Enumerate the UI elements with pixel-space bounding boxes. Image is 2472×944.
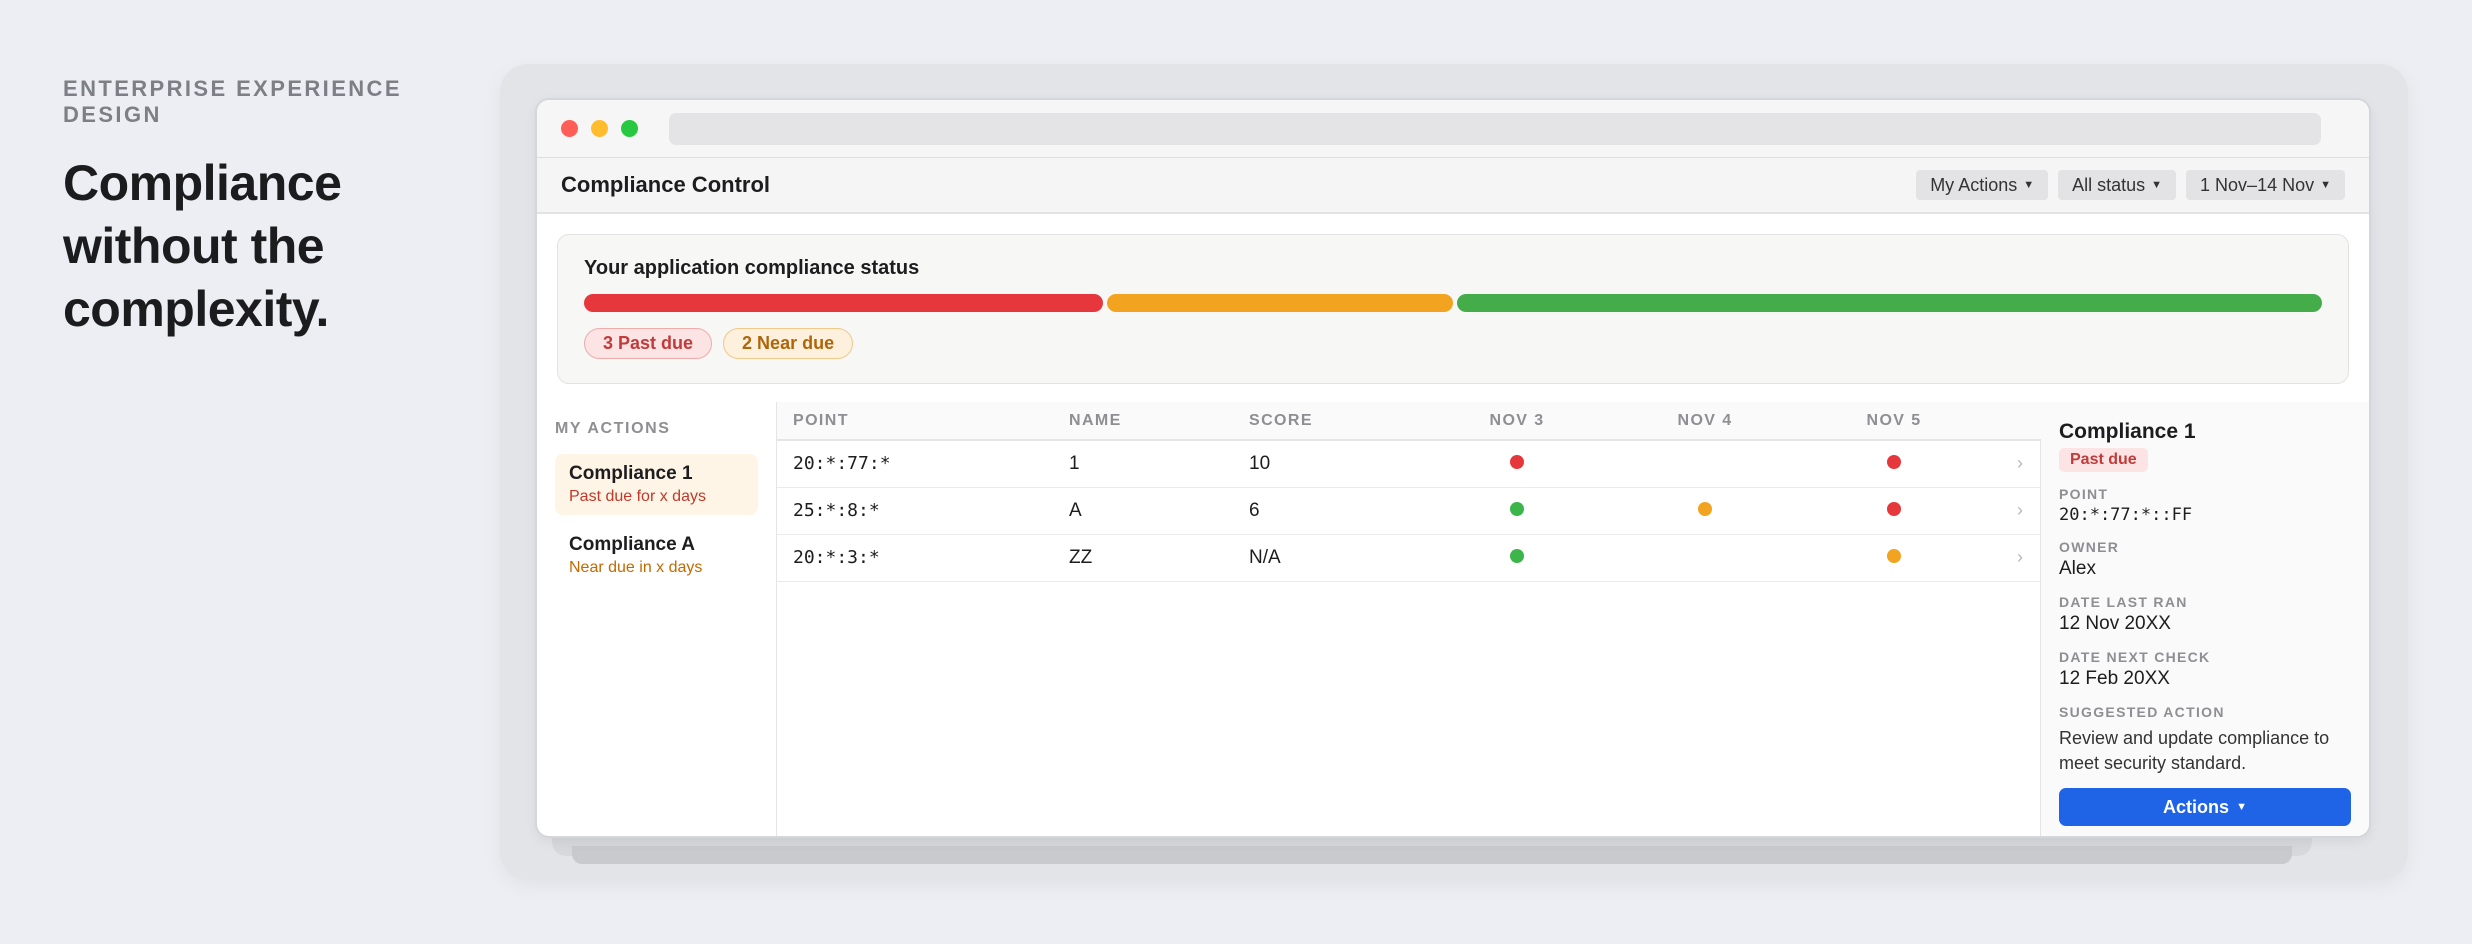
filter-bar: My Actions ▼ All status ▼ 1 Nov–14 Nov ▼ [1916, 170, 2345, 200]
app-window: Compliance Control My Actions ▼ All stat… [537, 100, 2369, 836]
cell-score: 10 [1233, 440, 1423, 488]
status-dot-red [1510, 454, 1524, 469]
sidebar-item-subtitle: Near due in x days [569, 559, 703, 576]
details-value-owner: Alex [2059, 558, 2096, 579]
details-label-last-ran: DATE LAST RAN [2059, 594, 2188, 610]
hero-headline: Compliance without the complexity. [63, 155, 342, 337]
cell-day-status [1423, 534, 1611, 582]
filter-label: All status [2072, 174, 2146, 195]
status-dot-green [1510, 548, 1524, 563]
table-header-row: POINT NAME SCORE NOV 3 NOV 4 NOV 5 [777, 402, 2041, 441]
cell-day-status [1799, 440, 1989, 488]
details-panel: Compliance 1 Past due POINT 20:*:77:*::F… [2041, 402, 2369, 836]
column-header-score[interactable]: SCORE [1233, 402, 1423, 441]
chevron-right-icon[interactable]: › [1989, 487, 2041, 535]
cell-day-status [1799, 487, 1989, 535]
details-value-next-check: 12 Feb 20XX [2059, 668, 2170, 689]
details-status-badge: Past due [2059, 448, 2148, 472]
cell-point: 20:*:3:* [777, 534, 1053, 582]
column-header-name[interactable]: NAME [1053, 402, 1233, 441]
address-bar[interactable] [669, 112, 2321, 145]
hero-section: ENTERPRISE EXPERIENCE DESIGN Compliance … [63, 76, 423, 341]
hero-eyebrow: ENTERPRISE EXPERIENCE DESIGN [63, 76, 402, 127]
filter-label: 1 Nov–14 Nov [2200, 174, 2315, 195]
compliance-table-area: POINT NAME SCORE NOV 3 NOV 4 NOV 5 20:*:… [777, 402, 2041, 836]
cell-name: ZZ [1053, 534, 1233, 582]
details-value-last-ran: 12 Nov 20XX [2059, 613, 2171, 634]
cell-score: 6 [1233, 487, 1423, 535]
details-label-owner: OWNER [2059, 539, 2120, 555]
close-window-button[interactable] [561, 120, 578, 137]
app-header: Compliance Control My Actions ▼ All stat… [537, 158, 2369, 214]
caret-down-icon: ▼ [2236, 801, 2247, 813]
details-title: Compliance 1 [2059, 420, 2196, 443]
filter-label: My Actions [1930, 174, 2018, 195]
status-dot-red [1887, 454, 1901, 469]
details-label-point: POINT [2059, 486, 2109, 502]
status-dot-orange [1887, 548, 1901, 563]
details-suggested-action-text: Review and update compliance to meet sec… [2059, 728, 2330, 773]
caret-down-icon: ▼ [2320, 179, 2331, 191]
actions-button[interactable]: Actions ▼ [2059, 788, 2351, 826]
filter-status[interactable]: All status ▼ [2058, 170, 2177, 200]
caret-down-icon: ▼ [2151, 179, 2163, 191]
table-row[interactable]: 20:*:77:* 1 10 › [777, 440, 2041, 488]
chevron-right-icon[interactable]: › [1989, 440, 2041, 488]
column-header-blank [1989, 402, 2041, 441]
compliance-status-card: Your application compliance status 3 Pas… [557, 234, 2349, 384]
column-header-nov-4[interactable]: NOV 4 [1611, 402, 1799, 441]
details-label-next-check: DATE NEXT CHECK [2059, 649, 2211, 665]
status-title: Your application compliance status [584, 257, 920, 279]
status-dot-green [1510, 501, 1524, 516]
maximize-window-button[interactable] [621, 120, 638, 137]
cell-score: N/A [1233, 534, 1423, 582]
cell-point: 20:*:77:* [777, 440, 1053, 488]
caret-down-icon: ▼ [2023, 179, 2035, 191]
actions-button-label: Actions [2163, 796, 2230, 817]
status-progress-bar [584, 294, 2322, 312]
column-header-nov-5[interactable]: NOV 5 [1799, 402, 1989, 441]
progress-segment-0 [584, 294, 1103, 312]
filter-date-range[interactable]: 1 Nov–14 Nov ▼ [2186, 170, 2345, 200]
cell-day-status [1423, 487, 1611, 535]
chevron-right-icon[interactable]: › [1989, 534, 2041, 582]
details-value-point: 20:*:77:*::FF [2059, 505, 2193, 525]
sidebar-title: MY ACTIONS [555, 420, 671, 437]
main-body: MY ACTIONS Compliance 1 Past due for x d… [537, 402, 2369, 836]
table-row[interactable]: 25:*:8:* A 6 › [777, 487, 2041, 535]
cell-name: A [1053, 487, 1233, 535]
cell-point: 25:*:8:* [777, 487, 1053, 535]
cell-day-status [1611, 534, 1799, 582]
window-titlebar [537, 100, 2369, 158]
sidebar-item-name: Compliance A [569, 534, 695, 555]
compliance-table: POINT NAME SCORE NOV 3 NOV 4 NOV 5 20:*:… [777, 402, 2041, 582]
cell-day-status [1611, 487, 1799, 535]
cell-day-status [1799, 534, 1989, 582]
filter-my-actions[interactable]: My Actions ▼ [1916, 170, 2049, 200]
cell-name: 1 [1053, 440, 1233, 488]
progress-segment-1 [1107, 294, 1453, 312]
details-label-suggested-action: SUGGESTED ACTION [2059, 704, 2225, 720]
sidebar-item-subtitle: Past due for x days [569, 488, 706, 505]
cell-day-status [1423, 440, 1611, 488]
status-dot-orange [1698, 501, 1712, 516]
sidebar-item-compliance-1[interactable]: Compliance 1 Past due for x days [555, 454, 758, 515]
near-due-badge[interactable]: 2 Near due [723, 328, 854, 359]
sidebar-item-compliance-a[interactable]: Compliance A Near due in x days [555, 525, 758, 586]
app-title: Compliance Control [561, 172, 771, 197]
table-row[interactable]: 20:*:3:* ZZ N/A › [777, 534, 2041, 582]
past-due-badge[interactable]: 3 Past due [584, 328, 713, 359]
my-actions-sidebar: MY ACTIONS Compliance 1 Past due for x d… [537, 402, 777, 836]
cell-day-status [1611, 440, 1799, 488]
column-header-nov-3[interactable]: NOV 3 [1423, 402, 1611, 441]
column-header-point[interactable]: POINT [777, 402, 1053, 441]
status-dot-red [1887, 501, 1901, 516]
progress-segment-2 [1457, 294, 2322, 312]
device-stand-base [572, 846, 2292, 864]
minimize-window-button[interactable] [591, 120, 608, 137]
sidebar-item-name: Compliance 1 [569, 463, 693, 484]
status-badges: 3 Past due 2 Near due [584, 328, 2322, 359]
